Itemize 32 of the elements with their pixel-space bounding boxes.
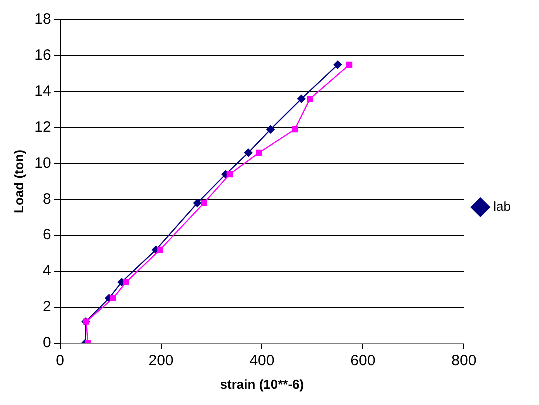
point [201, 200, 208, 206]
x-tick-label: 600 [350, 352, 376, 370]
point [194, 199, 202, 208]
point [157, 246, 164, 254]
point [226, 171, 233, 178]
y-tick-label: 10 [34, 154, 52, 172]
x-tick-label: 800 [452, 352, 477, 370]
x-tick-label: 0 [56, 352, 64, 370]
point [346, 62, 353, 68]
y-tick-label: 2 [42, 298, 52, 316]
x-axis-title: strain (10**-6) [220, 376, 304, 392]
point [110, 295, 116, 302]
point [123, 279, 130, 286]
x-tick-label: 200 [148, 352, 174, 370]
point [307, 96, 314, 102]
y-tick-label: 6 [42, 226, 52, 244]
y-tick-label: 0 [42, 334, 52, 352]
y-tick-label: 8 [42, 190, 52, 208]
point [292, 126, 298, 133]
point [256, 150, 262, 156]
point [334, 60, 342, 70]
y-tick-label: 12 [34, 118, 52, 136]
y-tick-label: 18 [34, 11, 52, 28]
legend-label: lab [494, 199, 512, 214]
point [244, 148, 253, 158]
y-axis-title: Load (ton) [11, 150, 26, 214]
y-tick-label: 4 [42, 262, 52, 280]
point [266, 125, 275, 134]
point [297, 94, 306, 104]
y-tick-label: 14 [34, 83, 52, 100]
y-tick-label: 16 [34, 47, 52, 64]
x-tick-label: 400 [250, 352, 275, 370]
